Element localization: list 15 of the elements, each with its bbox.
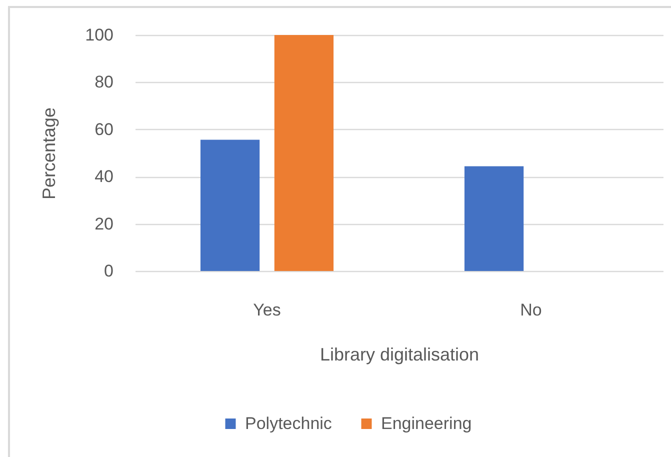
bar	[274, 35, 334, 271]
legend-label: Engineering	[381, 414, 472, 433]
y-tick-label: 20	[94, 214, 114, 234]
y-tick-label: 40	[94, 167, 114, 186]
x-tick-label: No	[520, 300, 542, 320]
bar	[464, 166, 524, 271]
bar	[200, 140, 260, 271]
x-axis-title: Library digitalisation	[320, 344, 480, 364]
y-tick-label: 100	[85, 26, 114, 44]
x-tick-label: Yes	[253, 300, 281, 320]
legend-label: Polytechnic	[245, 414, 332, 433]
y-tick-label: 60	[94, 120, 114, 139]
y-tick-label: 80	[94, 72, 114, 92]
y-axis-title: Percentage	[39, 107, 60, 200]
y-tick-label: 0	[104, 262, 114, 280]
